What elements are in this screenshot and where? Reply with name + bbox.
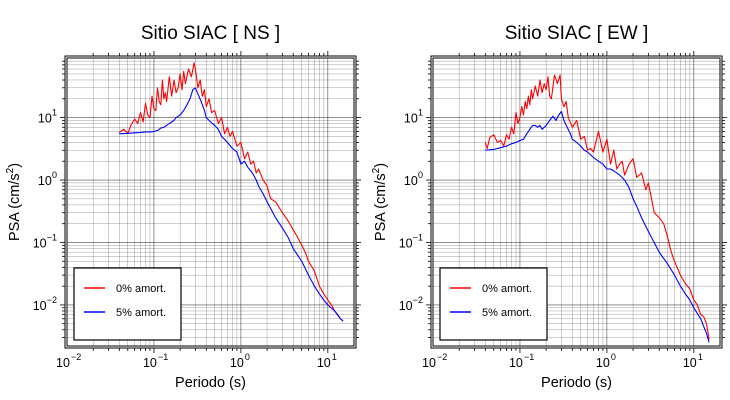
series-line-undamped bbox=[484, 74, 710, 340]
y-axis-label: PSA (cm/s2) bbox=[5, 163, 23, 241]
y-tick-label: 10 bbox=[399, 236, 413, 250]
plot-frame bbox=[432, 57, 721, 347]
x-tick-label: 10 bbox=[230, 356, 244, 370]
series-line-damped-5pct bbox=[119, 87, 344, 322]
x-tick-label-exponent: 1 bbox=[698, 352, 703, 362]
y-axis-label: PSA (cm/s2) bbox=[371, 163, 389, 241]
y-tick-label: 10 bbox=[38, 174, 52, 188]
y-tick-label-exponent: −1 bbox=[47, 232, 57, 242]
x-axis-label: Periodo (s) bbox=[175, 375, 246, 391]
y-tick-label: 10 bbox=[38, 112, 52, 126]
series-line-undamped bbox=[118, 62, 344, 322]
x-tick-label: 10 bbox=[683, 356, 697, 370]
x-tick-label: 10 bbox=[143, 356, 157, 370]
y-tick-label: 10 bbox=[404, 112, 418, 126]
legend: 0% amort. 5% amort. bbox=[73, 267, 182, 341]
x-tick-label: 10 bbox=[422, 356, 436, 370]
x-tick-label: 10 bbox=[596, 356, 610, 370]
x-tick-label-exponent: −1 bbox=[158, 352, 168, 362]
legend: 0% amort. 5% amort. bbox=[439, 267, 548, 341]
x-tick-label-exponent: −2 bbox=[437, 352, 447, 362]
x-tick-label-exponent: −2 bbox=[71, 352, 81, 362]
x-tick-label-exponent: −1 bbox=[524, 352, 534, 362]
legend-box bbox=[73, 267, 182, 341]
y-tick-label: 10 bbox=[404, 174, 418, 188]
y-tick-label-exponent: 0 bbox=[418, 170, 423, 180]
plot-frame-outer bbox=[64, 55, 357, 349]
y-tick-label-exponent: 1 bbox=[418, 108, 423, 118]
chart-title: Sitio SIAC [ NS ] bbox=[141, 23, 280, 44]
x-tick-label-exponent: 0 bbox=[611, 352, 616, 362]
plot-frame-outer bbox=[430, 55, 723, 349]
legend-label: 5% amort. bbox=[116, 307, 166, 319]
legend-box bbox=[439, 267, 548, 341]
x-tick-label-exponent: 1 bbox=[332, 352, 337, 362]
y-tick-label: 10 bbox=[33, 299, 47, 313]
legend-label: 5% amort. bbox=[482, 307, 532, 319]
x-tick-label: 10 bbox=[509, 356, 523, 370]
y-tick-label-exponent: −1 bbox=[413, 232, 423, 242]
x-tick-label: 10 bbox=[317, 356, 331, 370]
x-tick-label-exponent: 0 bbox=[245, 352, 250, 362]
x-axis-label: Periodo (s) bbox=[541, 375, 612, 391]
series-line-damped-5pct bbox=[485, 110, 710, 343]
legend-label: 0% amort. bbox=[482, 283, 532, 295]
legend-label: 0% amort. bbox=[116, 283, 166, 295]
y-tick-label-exponent: −2 bbox=[47, 295, 57, 305]
y-tick-label-exponent: 0 bbox=[52, 170, 57, 180]
y-tick-label-exponent: 1 bbox=[52, 108, 57, 118]
chart-title: Sitio SIAC [ EW ] bbox=[505, 23, 649, 44]
y-tick-label-exponent: −2 bbox=[413, 295, 423, 305]
y-tick-label: 10 bbox=[399, 299, 413, 313]
plot-frame bbox=[66, 57, 355, 347]
x-tick-label: 10 bbox=[56, 356, 70, 370]
y-tick-label: 10 bbox=[33, 236, 47, 250]
